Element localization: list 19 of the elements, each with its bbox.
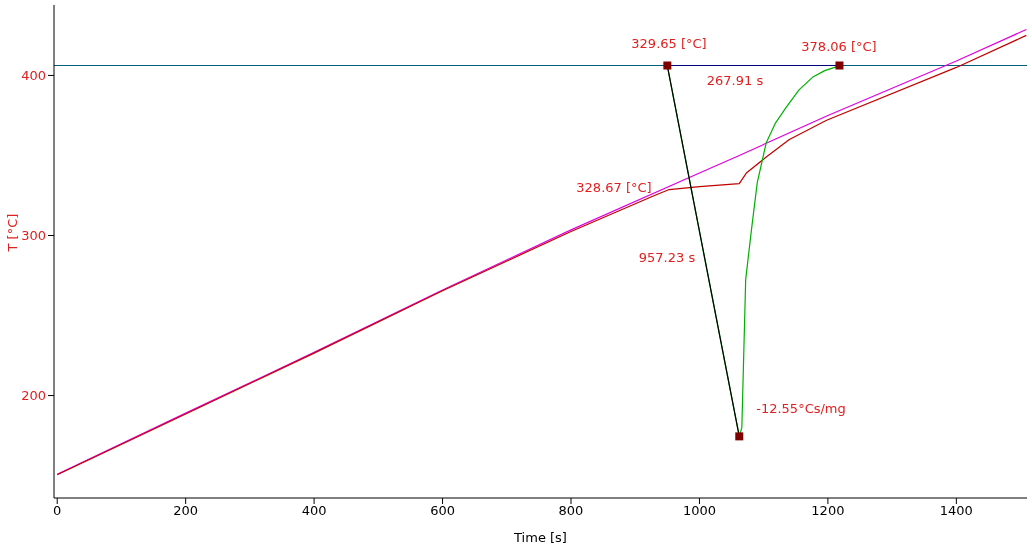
annotation: 267.91 s — [706, 72, 764, 88]
x-tick-label: 0 — [53, 503, 62, 519]
x-tick-label: 1400 — [939, 503, 973, 519]
x-tick-label: 400 — [301, 503, 327, 519]
annotation: 329.65 [°C] — [631, 35, 707, 51]
x-axis-title: Time [s] — [513, 530, 567, 544]
x-tick-label: 800 — [558, 503, 584, 519]
y-axis-title: T [°C] — [4, 213, 20, 253]
y-tick-label: 300 — [21, 228, 46, 244]
x-tick-label: 200 — [173, 503, 199, 519]
annotation: 957.23 s — [638, 249, 696, 265]
y-tick-label: 400 — [21, 68, 46, 84]
annotation: 328.67 [°C] — [576, 179, 652, 195]
x-tick-label: 600 — [430, 503, 455, 519]
y-tick-label: 200 — [21, 388, 46, 404]
x-tick-label: 1200 — [811, 503, 845, 519]
x-tick-label: 1000 — [682, 503, 716, 519]
annotation: -12.55°Cs/mg — [756, 400, 846, 416]
annotation: 378.06 [°C] — [801, 38, 877, 54]
